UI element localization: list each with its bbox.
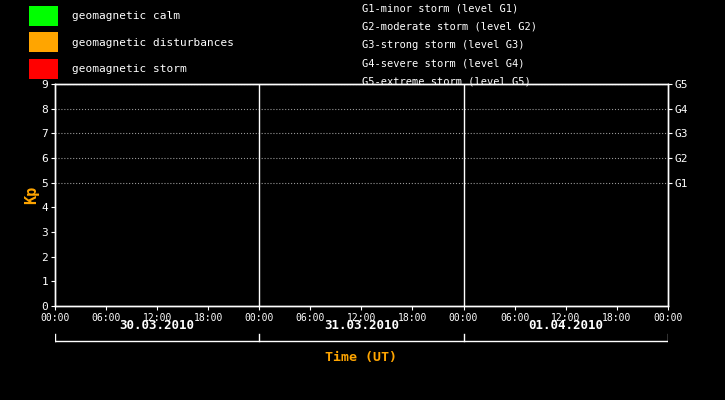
Y-axis label: Kp: Kp: [24, 186, 38, 204]
Bar: [29, 6, 58, 26]
Text: 01.04.2010: 01.04.2010: [528, 319, 603, 332]
Text: geomagnetic calm: geomagnetic calm: [72, 11, 181, 21]
Bar: [29, 59, 58, 79]
Text: geomagnetic disturbances: geomagnetic disturbances: [72, 38, 234, 48]
Text: 30.03.2010: 30.03.2010: [120, 319, 195, 332]
Text: G4-severe storm (level G4): G4-severe storm (level G4): [362, 59, 525, 69]
Text: 31.03.2010: 31.03.2010: [324, 319, 399, 332]
Text: Time (UT): Time (UT): [326, 352, 397, 364]
Bar: [29, 32, 58, 52]
Text: G5-extreme storm (level G5): G5-extreme storm (level G5): [362, 77, 531, 87]
Text: G3-strong storm (level G3): G3-strong storm (level G3): [362, 40, 525, 50]
Text: G2-moderate storm (level G2): G2-moderate storm (level G2): [362, 22, 537, 32]
Text: geomagnetic storm: geomagnetic storm: [72, 64, 187, 74]
Text: G1-minor storm (level G1): G1-minor storm (level G1): [362, 3, 519, 13]
